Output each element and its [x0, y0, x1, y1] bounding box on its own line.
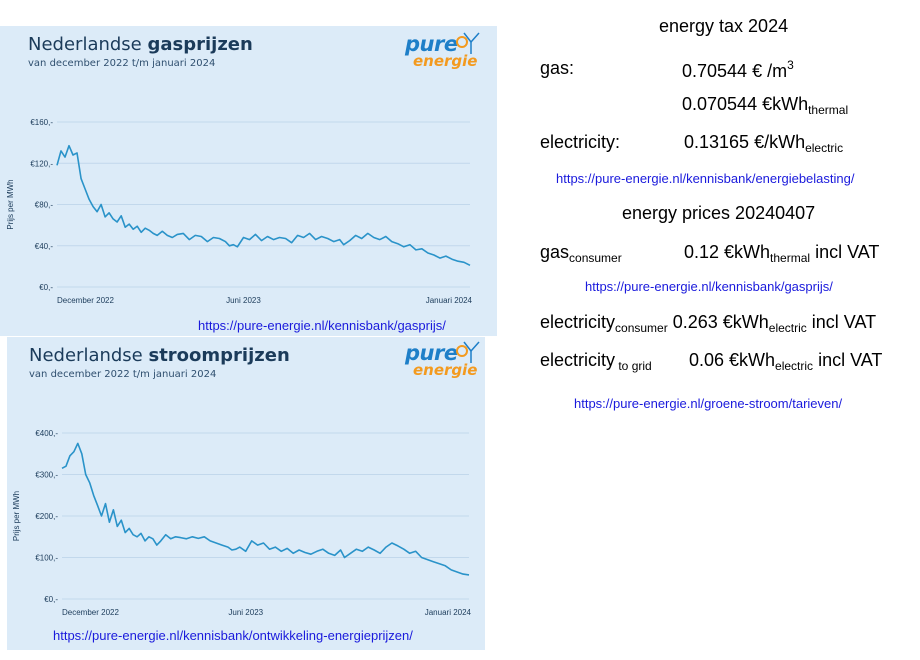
price-series-line — [56, 144, 471, 267]
sun-wind-icon — [456, 32, 480, 54]
groene-stroom-link[interactable]: https://pure-energie.nl/groene-stroom/ta… — [574, 396, 843, 411]
energiebelasting-link[interactable]: https://pure-energie.nl/kennisbank/energ… — [556, 171, 855, 186]
y-tick-label: €100,- — [35, 554, 58, 563]
electricity-chart-link[interactable]: https://pure-energie.nl/kennisbank/ontwi… — [53, 628, 413, 643]
gas-chart-link[interactable]: https://pure-energie.nl/kennisbank/gaspr… — [198, 318, 446, 333]
electricity-chart-subtitle: van december 2022 t/m januari 2024 — [29, 369, 217, 380]
gas-chart-subtitle: van december 2022 t/m januari 2024 — [28, 58, 216, 69]
gas-consumer-value: 0.12 €kWhthermal incl VAT — [684, 242, 880, 265]
gas-tax-label: gas: — [540, 58, 575, 78]
y-axis-label: Prijs per MWh — [6, 179, 15, 229]
gas-tax-value: 0.70544 € /m3 — [682, 58, 794, 81]
y-tick-label: €80,- — [35, 201, 54, 210]
y-tick-label: €40,- — [35, 242, 54, 251]
y-tick-label: €300,- — [35, 471, 58, 480]
sun-wind-icon — [456, 341, 480, 363]
gas-tax-value-kwh: 0.070544 €kWhthermal — [682, 94, 849, 117]
electricity-consumer-line: electricityconsumer 0.263 €kWhelectric i… — [540, 312, 877, 335]
pure-energie-logo: pure energie — [405, 341, 495, 381]
y-tick-label: €200,- — [35, 512, 58, 521]
y-axis-label: Prijs per MWh — [12, 491, 21, 541]
y-tick-label: €160,- — [30, 118, 53, 127]
electricity-chart-title: Nederlandse stroomprijzen — [29, 345, 290, 366]
energy-tax-title: energy tax 2024 — [659, 16, 789, 36]
y-tick-label: €0,- — [39, 283, 53, 292]
x-tick-label: December 2022 — [62, 608, 119, 617]
electricity-grid-label: electricity to grid — [540, 350, 652, 373]
y-tick-label: €0,- — [44, 595, 58, 604]
gasprijs-link[interactable]: https://pure-energie.nl/kennisbank/gaspr… — [585, 279, 833, 294]
electricity-tax-value: 0.13165 €/kWhelectric — [684, 132, 844, 155]
pure-energie-logo: pure energie — [405, 32, 495, 72]
energy-prices-title: energy prices 20240407 — [622, 203, 816, 223]
x-tick-label: Juni 2023 — [228, 608, 263, 617]
y-tick-label: €120,- — [30, 159, 53, 168]
price-series-line — [61, 442, 470, 576]
gas-consumer-label: gasconsumer — [540, 242, 622, 265]
y-tick-label: €400,- — [35, 429, 58, 438]
x-tick-label: Juni 2023 — [226, 296, 261, 305]
electricity-tax-label: electricity: — [540, 132, 621, 152]
x-tick-label: Januari 2024 — [425, 608, 472, 617]
electricity-chart-panel: €0,- €100,- €200,- €300,- €400,- Prijs per MW… — [7, 337, 485, 650]
gas-chart-title: Nederlandse gasprijzen — [28, 34, 253, 55]
electricity-grid-value: 0.06 €kWhelectric incl VAT — [689, 350, 883, 373]
x-tick-label: December 2022 — [57, 296, 114, 305]
x-tick-label: Januari 2024 — [426, 296, 473, 305]
gas-chart: €0,- €40,- €80,- €120,- €160,- Prijs per MWh D… — [6, 118, 473, 305]
gas-chart-panel: €0,- €40,- €80,- €120,- €160,- Prijs per MWh D… — [0, 26, 497, 336]
electricity-chart: €0,- €100,- €200,- €300,- €400,- Prijs per MW… — [12, 429, 472, 617]
